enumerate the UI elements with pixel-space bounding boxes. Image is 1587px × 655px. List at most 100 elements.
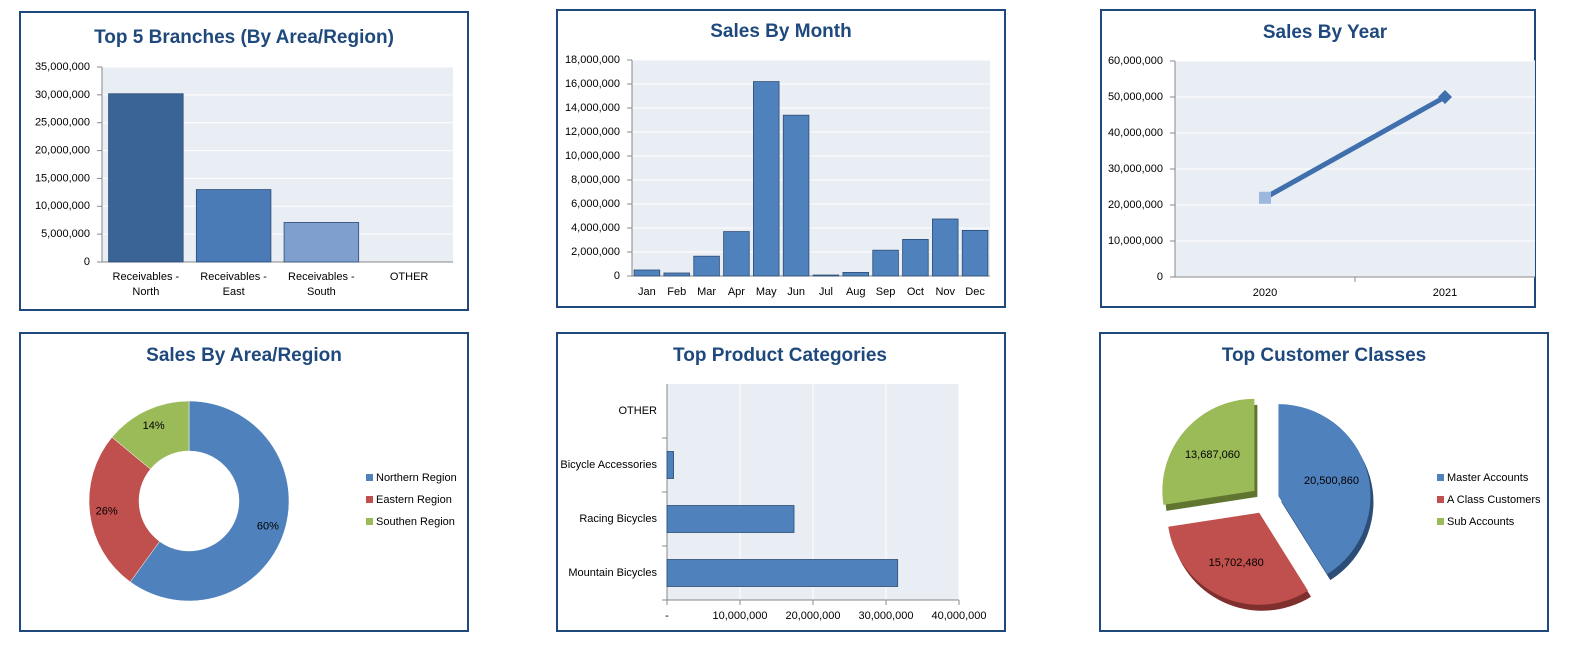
x-tick-label: Aug [846, 286, 866, 298]
pie-slice [1162, 398, 1255, 505]
bar [663, 272, 690, 277]
donut-slice [111, 400, 190, 470]
chart-title: Sales By Area/Region [146, 345, 342, 366]
chart-title: Sales By Year [1263, 22, 1388, 43]
bar [902, 238, 929, 277]
y-tick-label: 18,000,000 [565, 54, 620, 66]
x-tick-label: Oct [907, 286, 924, 298]
x-tick-label: 2020 [1253, 287, 1277, 299]
chart-title: Top Customer Classes [1222, 345, 1426, 366]
donut-slice [129, 400, 290, 602]
y-tick-label: 16,000,000 [565, 78, 620, 90]
bar [195, 189, 272, 263]
bar [633, 269, 661, 277]
y-tick-label: 5,000,000 [41, 228, 90, 240]
bar [932, 218, 959, 277]
x-tick-label: Receivables - East [200, 271, 267, 298]
y-tick-label: Mountain Bicycles [568, 567, 657, 579]
y-tick-label: 2,000,000 [571, 246, 620, 258]
x-tick-label: Dec [965, 286, 985, 298]
y-tick-label: 40,000,000 [1108, 127, 1163, 139]
bar [666, 451, 674, 479]
pie-slice [1168, 512, 1309, 605]
y-tick-label: 0 [84, 256, 90, 268]
y-tick-label: 15,000,000 [35, 172, 90, 184]
x-tick-label: OTHER [389, 271, 429, 283]
x-tick-label: Feb [667, 286, 686, 298]
y-tick-label: 60,000,000 [1108, 55, 1163, 67]
bar [961, 229, 989, 277]
x-tick-label: Jun [787, 286, 805, 298]
bar [842, 271, 869, 277]
chart-title: Sales By Month [710, 21, 851, 42]
y-tick-label: 14,000,000 [565, 102, 620, 114]
y-tick-label: 8,000,000 [571, 174, 620, 186]
x-tick-label-box: OTHER [389, 271, 429, 283]
bar [812, 274, 840, 277]
legend-label: Sub Accounts [1447, 516, 1515, 528]
legend-swatch [366, 518, 373, 525]
x-tick-label: Jan [638, 286, 656, 298]
y-tick-label: 10,000,000 [565, 150, 620, 162]
y-tick-label: Racing Bicycles [579, 513, 657, 525]
y-tick-label: 0 [614, 270, 620, 282]
bar [666, 559, 899, 587]
bar [666, 505, 795, 533]
legend-swatch [1437, 474, 1444, 481]
x-tick-label: - [665, 610, 669, 622]
x-tick-label-box: Receivables - East [200, 271, 267, 298]
data-label: 20,500,860 [1304, 475, 1359, 487]
legend-swatch [366, 474, 373, 481]
x-tick-label-box: Receivables - North [112, 271, 180, 298]
x-tick-label: Nov [935, 286, 955, 298]
x-tick-label: Receivables - South [288, 271, 355, 298]
bar [872, 249, 899, 277]
x-tick-label: 40,000,000 [931, 610, 986, 622]
x-tick-label: 10,000,000 [712, 610, 767, 622]
y-tick-label: Bicycle Accessories [560, 459, 657, 471]
legend-label: Southen Region [376, 516, 455, 528]
legend-label: A Class Customers [1447, 494, 1541, 506]
y-tick-label: OTHER [619, 405, 658, 417]
x-tick-label: Jul [819, 286, 833, 298]
y-tick-label: 35,000,000 [35, 61, 90, 73]
chart-title: Top Product Categories [673, 345, 887, 366]
bar [108, 93, 184, 263]
y-tick-label: 10,000,000 [35, 200, 90, 212]
y-tick-label: 12,000,000 [565, 126, 620, 138]
data-label: 14% [143, 420, 165, 432]
y-tick-label: 50,000,000 [1108, 91, 1163, 103]
x-tick-label-box: Receivables - South [288, 271, 355, 298]
y-tick-label: 30,000,000 [35, 89, 90, 101]
chart-title: Top 5 Branches (By Area/Region) [94, 27, 394, 48]
bar [283, 222, 360, 263]
x-tick-label: May [756, 286, 777, 298]
x-tick-label: Receivables - North [112, 271, 180, 298]
y-tick-label: 30,000,000 [1108, 163, 1163, 175]
x-tick-label: Mar [697, 286, 716, 298]
y-tick-label: 25,000,000 [35, 117, 90, 129]
y-tick-label: 20,000,000 [1108, 199, 1163, 211]
y-tick-label: 10,000,000 [1108, 235, 1163, 247]
data-label: 26% [96, 505, 118, 517]
legend-swatch [1437, 518, 1444, 525]
line [1263, 94, 1447, 200]
y-tick-label: 6,000,000 [571, 198, 620, 210]
data-label: 60% [257, 521, 279, 533]
pie-slice [1278, 404, 1371, 575]
donut-slice [88, 436, 160, 583]
marker [1259, 191, 1271, 204]
legend-label: Master Accounts [1447, 472, 1529, 484]
x-tick-label: 2021 [1433, 287, 1457, 299]
x-tick-label: Sep [876, 286, 896, 298]
y-tick-label: 0 [1157, 271, 1163, 283]
bar [782, 114, 810, 277]
data-label: 13,687,060 [1185, 449, 1240, 461]
legend-swatch [366, 496, 373, 503]
x-tick-label: Apr [728, 286, 745, 298]
y-tick-label: 20,000,000 [35, 144, 90, 156]
legend-label: Eastern Region [376, 494, 452, 506]
data-label: 15,702,480 [1209, 557, 1264, 569]
bar [753, 81, 780, 277]
bar [723, 231, 750, 277]
